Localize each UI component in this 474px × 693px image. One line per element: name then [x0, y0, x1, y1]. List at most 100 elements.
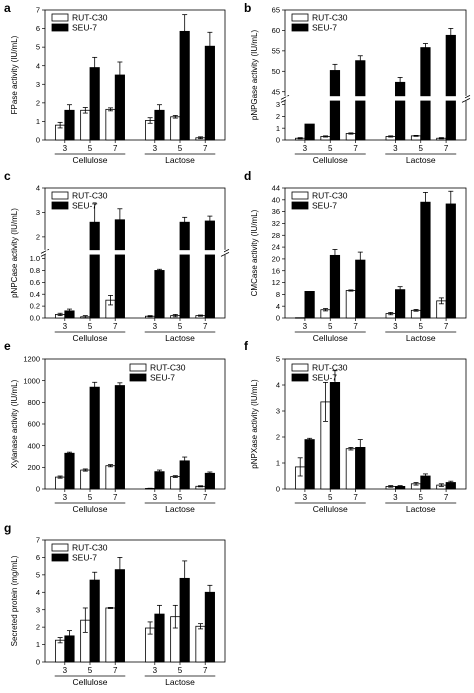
x-tick-label: 7: [444, 322, 449, 331]
break-band: [46, 250, 224, 255]
group-label: Cellulose: [73, 677, 108, 687]
plot-frame: [284, 187, 467, 319]
x-tick-label: 7: [113, 322, 118, 331]
x-tick-label: 3: [393, 493, 398, 502]
bar-seu-7: [114, 219, 125, 319]
y-tick-label: 2: [276, 433, 280, 442]
group-label: Cellulose: [313, 155, 348, 165]
y-axis-label: pNPXase activity (IU/mL): [250, 379, 259, 469]
y-tick-label: 3: [276, 407, 280, 416]
plot-frame: [284, 358, 467, 490]
legend-swatch-rut-c30: [291, 191, 309, 200]
axis-break-mark: [220, 251, 230, 257]
legend-swatch-rut-c30: [129, 363, 147, 372]
bar-seu-7: [304, 123, 315, 141]
panel-letter: b: [244, 1, 251, 15]
bar-seu-7: [114, 569, 125, 663]
y-tick-label: 2: [36, 98, 40, 107]
x-tick-label: 3: [393, 144, 398, 153]
panel-letter: c: [4, 169, 11, 183]
panel-g: g 0 1 2 3 4 5 6 7 Secreted protein (mg/mL) 3 5 7 Cell…: [4, 521, 226, 687]
bar-rut-c30: [55, 639, 66, 663]
x-tick-label: 7: [203, 144, 208, 153]
y-tick-label: 800: [27, 398, 40, 407]
y-tick-label: 16: [272, 266, 280, 275]
y-tick-label: 1: [36, 117, 40, 126]
panel-letter: a: [4, 1, 11, 15]
y-tick-label: 200: [27, 463, 40, 472]
legend-swatch-rut-c30: [51, 13, 69, 22]
bar-seu-7: [114, 385, 125, 490]
legend-swatch-rut-c30: [51, 191, 69, 200]
legend-swatch-seu-7: [291, 373, 309, 382]
x-tick-label: 5: [88, 322, 93, 331]
y-tick-label: 0.2: [30, 302, 40, 311]
panel-e: e 0 200 400 600 800 1000 1200 Xylanase activity …: [4, 339, 226, 514]
legend-swatch-seu-7: [51, 201, 69, 210]
panel-letter: f: [244, 339, 249, 353]
y-tick-label: 0: [36, 658, 40, 667]
x-tick-label: 3: [63, 666, 68, 675]
legend-swatch-seu-7: [291, 201, 309, 210]
bar-seu-7: [154, 471, 165, 490]
y-axis-label: pNPCase activity (IU/mL): [10, 208, 19, 298]
y-tick-label: 5: [276, 355, 280, 364]
bar-rut-c30: [345, 290, 356, 319]
legend-swatch-rut-c30: [51, 543, 69, 552]
bar-seu-7: [445, 203, 456, 319]
bar-seu-7: [329, 381, 341, 490]
panel-f: f 0 1 2 3 4 5 pNPXase activity (IU/mL) 3 5 7 Cellul…: [244, 339, 467, 514]
group-label: Lactose: [406, 333, 436, 343]
y-tick-label: 0.6: [30, 278, 40, 287]
y-tick-label: 1: [36, 640, 40, 649]
bar-rut-c30: [170, 476, 181, 490]
y-tick-label: 3: [36, 605, 40, 614]
axis-break-mark: [40, 248, 50, 254]
x-tick-label: 3: [303, 493, 308, 502]
legend-swatch-seu-7: [51, 553, 69, 562]
y-tick-label: 2: [36, 232, 40, 241]
bar-seu-7: [179, 460, 190, 490]
y-tick-label: 4: [276, 381, 280, 390]
x-tick-label: 5: [328, 144, 333, 153]
legend-label: SEU-7: [72, 201, 97, 211]
legend-label: SEU-7: [72, 23, 97, 33]
legend-label: RUT-C30: [72, 543, 108, 553]
y-tick-label: 28: [272, 231, 280, 240]
x-tick-label: 7: [113, 493, 118, 502]
bar-seu-7: [89, 67, 100, 141]
group-label: Cellulose: [313, 333, 348, 343]
y-tick-label: 4: [276, 302, 280, 311]
legend-label: RUT-C30: [72, 13, 108, 23]
panel-a: a 0 1 2 3 4 5 6 7 FPase activity (IU/mL) 3 5 7 Cellul…: [4, 1, 226, 165]
y-tick-label: 1: [276, 124, 280, 133]
y-tick-label: 24: [272, 243, 280, 252]
y-tick-label: 8: [276, 290, 280, 299]
bar-rut-c30: [195, 625, 206, 663]
legend-label: RUT-C30: [312, 191, 348, 201]
bar-rut-c30: [80, 469, 91, 490]
y-tick-label: 2: [276, 112, 280, 121]
x-tick-label: 5: [178, 144, 183, 153]
x-tick-label: 3: [303, 322, 308, 331]
panel-letter: e: [4, 339, 11, 353]
y-tick-label: 4: [36, 61, 40, 70]
y-tick-label: 55: [272, 46, 280, 55]
legend-label: RUT-C30: [312, 363, 348, 373]
x-tick-label: 3: [63, 144, 68, 153]
y-axis-label: CMCase activity (IU/mL): [250, 209, 259, 296]
y-tick-label: 40: [272, 195, 280, 204]
x-tick-label: 7: [444, 493, 449, 502]
y-tick-label: 3: [36, 208, 40, 217]
bar-seu-7: [204, 472, 215, 490]
y-tick-label: 3: [276, 100, 280, 109]
bar-seu-7: [395, 81, 406, 141]
plot-frame: [284, 9, 467, 141]
y-tick-label: 0: [276, 485, 280, 494]
y-tick-label: 7: [36, 536, 40, 545]
axis-break-gap: [462, 95, 470, 101]
y-tick-label: 4: [36, 588, 40, 597]
y-tick-label: 3: [36, 80, 40, 89]
y-tick-label: 60: [272, 26, 280, 35]
